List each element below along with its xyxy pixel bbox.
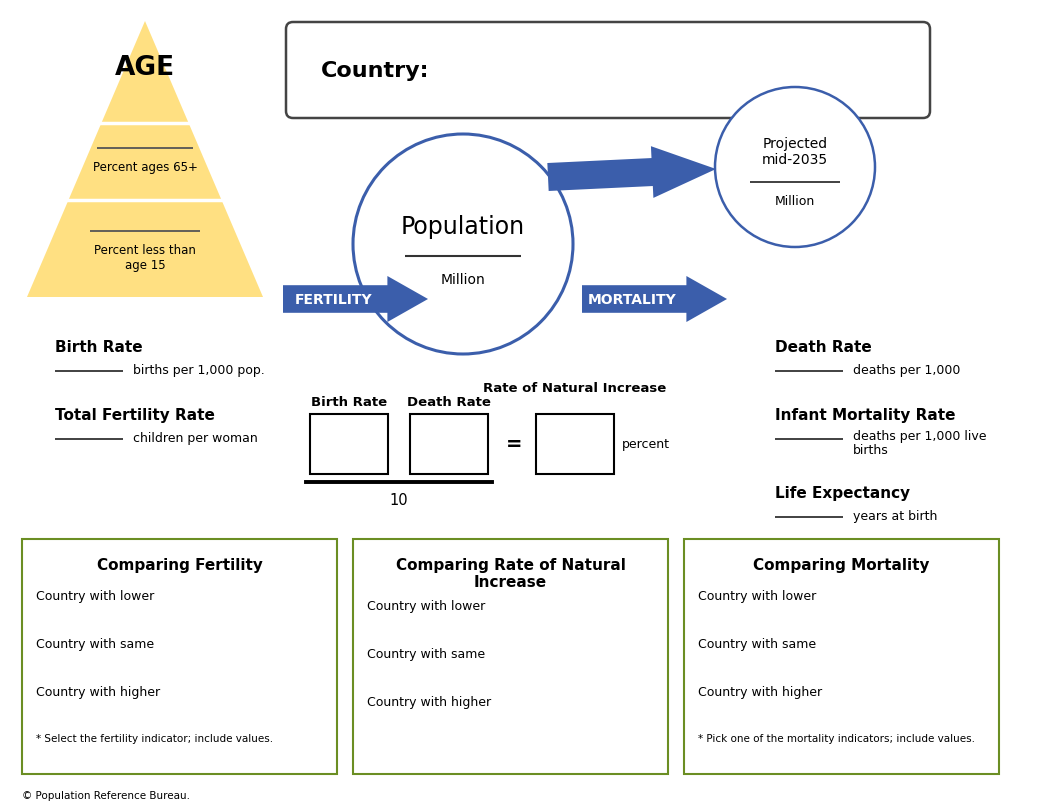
Text: MORTALITY: MORTALITY [588, 293, 676, 307]
Text: Projected
mid-2035: Projected mid-2035 [762, 137, 828, 167]
Text: AGE: AGE [115, 55, 175, 81]
Text: Infant Mortality Rate: Infant Mortality Rate [775, 407, 955, 423]
Text: Birth Rate: Birth Rate [311, 396, 387, 409]
Text: Birth Rate: Birth Rate [55, 340, 143, 354]
Text: 10: 10 [389, 492, 408, 508]
Text: Country with higher: Country with higher [697, 685, 822, 698]
Text: years at birth: years at birth [853, 509, 937, 522]
Text: Country with lower: Country with lower [36, 590, 155, 603]
Text: deaths per 1,000: deaths per 1,000 [853, 363, 960, 376]
Text: Country with higher: Country with higher [36, 685, 160, 698]
Text: Country with same: Country with same [36, 637, 155, 650]
Polygon shape [283, 277, 428, 323]
Text: Rate of Natural Increase: Rate of Natural Increase [483, 381, 667, 394]
Text: Comparing Fertility: Comparing Fertility [97, 557, 262, 573]
Text: Country:: Country: [321, 61, 429, 81]
Text: Comparing Mortality: Comparing Mortality [753, 557, 930, 573]
Text: FERTILITY: FERTILITY [295, 293, 372, 307]
Text: Comparing Rate of Natural
Increase: Comparing Rate of Natural Increase [396, 557, 626, 590]
Polygon shape [547, 147, 716, 199]
Text: Country with lower: Country with lower [367, 599, 485, 612]
Text: Million: Million [441, 272, 485, 286]
Text: Population: Population [401, 215, 525, 238]
Text: © Population Reference Bureau.: © Population Reference Bureau. [22, 790, 190, 800]
Text: Percent less than
age 15: Percent less than age 15 [94, 243, 196, 272]
FancyBboxPatch shape [310, 414, 388, 474]
Polygon shape [27, 22, 263, 298]
FancyBboxPatch shape [684, 539, 999, 774]
Text: Country with same: Country with same [697, 637, 816, 650]
FancyBboxPatch shape [537, 414, 614, 474]
FancyBboxPatch shape [353, 539, 668, 774]
FancyBboxPatch shape [286, 23, 930, 119]
Text: * Select the fertility indicator; include values.: * Select the fertility indicator; includ… [36, 733, 274, 743]
Text: deaths per 1,000 live: deaths per 1,000 live [853, 430, 987, 443]
Text: Country with same: Country with same [367, 647, 485, 660]
Text: Total Fertility Rate: Total Fertility Rate [55, 407, 215, 423]
Text: births: births [853, 444, 889, 457]
Circle shape [353, 135, 573, 354]
FancyBboxPatch shape [410, 414, 488, 474]
Text: Country with lower: Country with lower [697, 590, 816, 603]
Text: Percent ages 65+: Percent ages 65+ [93, 161, 198, 174]
Circle shape [715, 88, 875, 247]
FancyBboxPatch shape [22, 539, 337, 774]
Text: Life Expectancy: Life Expectancy [775, 486, 910, 500]
Text: Million: Million [775, 195, 815, 208]
Text: Death Rate: Death Rate [407, 396, 491, 409]
Text: births per 1,000 pop.: births per 1,000 pop. [133, 363, 265, 376]
Polygon shape [582, 277, 727, 323]
Text: =: = [506, 435, 522, 454]
Text: children per woman: children per woman [133, 431, 258, 444]
Text: Country with higher: Country with higher [367, 695, 491, 708]
Text: Death Rate: Death Rate [775, 340, 872, 354]
Text: * Pick one of the mortality indicators; include values.: * Pick one of the mortality indicators; … [697, 733, 975, 743]
Text: percent: percent [622, 438, 670, 451]
